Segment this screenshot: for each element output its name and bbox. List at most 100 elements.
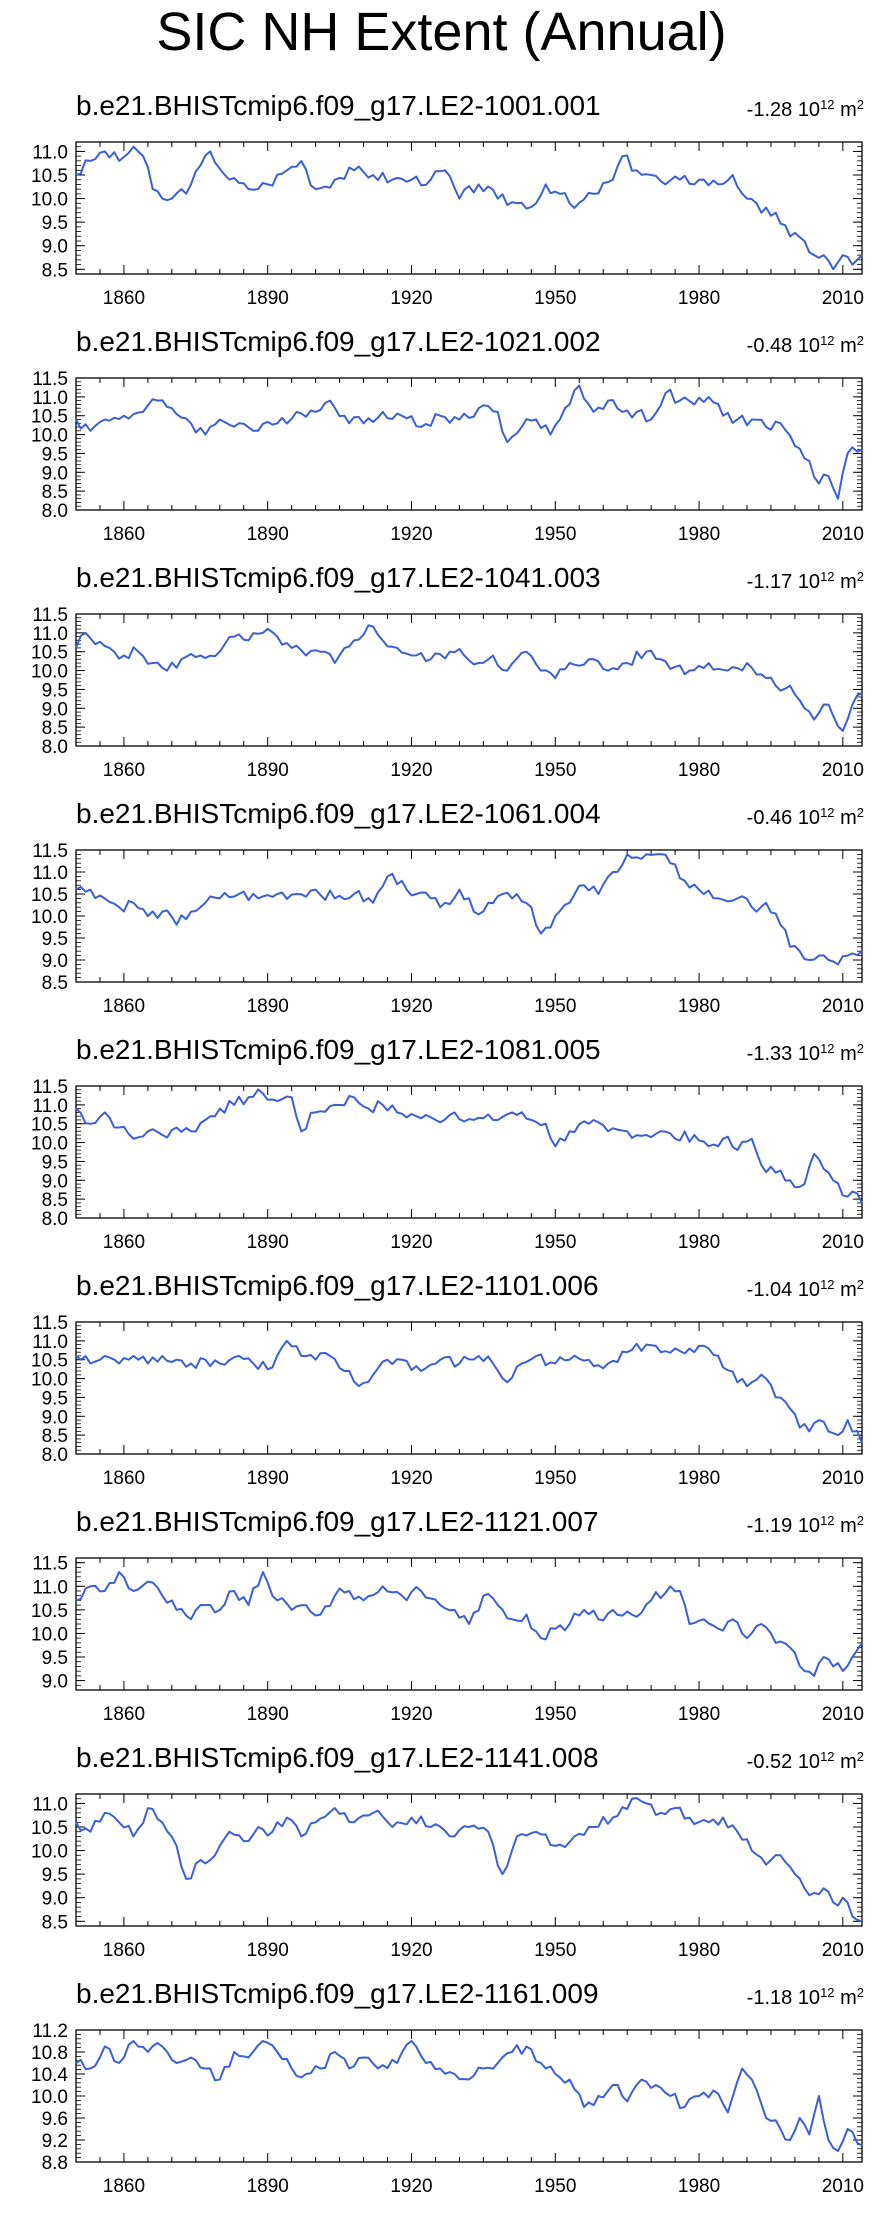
x-tick-label: 1890 (247, 288, 289, 309)
trend-unit: 10 (797, 1043, 821, 1065)
x-tick-label: 1920 (390, 1468, 432, 1489)
trend-exponent: 12 (820, 333, 835, 348)
y-tick-label: 8.8 (42, 2153, 68, 2174)
line-chart: 1860 1890 1920 1950 1980 20108.89.29.610.010.… (31, 2021, 864, 2197)
chart-panel: b.e21.BHISTcmip6.f09_g17.LE2-1061.004 -0.… (0, 798, 883, 1034)
trend-exponent: 12 (820, 569, 835, 584)
x-tick-label: 1860 (103, 288, 145, 309)
chart-panel: b.e21.BHISTcmip6.f09_g17.LE2-1121.007 -1.… (0, 1506, 883, 1742)
trend-exponent: 12 (820, 1985, 835, 2000)
line-chart: 1860 1890 1920 1950 1980 2010 9.0 9.5 10.010.5 11… (31, 1554, 864, 1725)
axis-ticks (75, 1322, 844, 1454)
chart-panel: b.e21.BHISTcmip6.f09_g17.LE2-1101.006 -1.… (0, 1270, 883, 1506)
plot-frame (75, 849, 863, 983)
panel-title: b.e21.BHISTcmip6.f09_g17.LE2-1121.007 (76, 1506, 599, 1537)
trend-exponent: 12 (820, 1041, 835, 1056)
x-tick-label: 1860 (103, 1940, 145, 1961)
axis-ticks (75, 614, 844, 746)
chart-panel: b.e21.BHISTcmip6.f09_g17.LE2-1001.001 -1.… (0, 90, 883, 326)
x-tick-label: 1950 (534, 524, 576, 545)
y-tick-label: 9.0 (42, 237, 68, 258)
trend-exponent: 12 (820, 1749, 835, 1764)
plot-frame (75, 1321, 863, 1455)
x-tick-label: 1890 (247, 760, 289, 781)
y-tick-label: 10.4 (31, 2065, 68, 2086)
trend-unit: 10 (797, 335, 821, 357)
y-tick-label: 8.0 (42, 1209, 68, 1230)
x-tick-label: 1860 (103, 1232, 145, 1253)
axis-ticks (75, 1794, 844, 1926)
y-tick-label: 11.5 (32, 1077, 68, 1098)
trend-unit-tail: m (840, 1987, 857, 2009)
y-tick-label: 11.0 (32, 624, 68, 645)
plot-frame (75, 377, 863, 511)
y-tick-label: 8.0 (42, 1445, 68, 1466)
axis-ticks (75, 850, 844, 982)
trend-value: -1.17 (746, 571, 793, 593)
x-tick-label: 1860 (103, 760, 145, 781)
line-chart: 1860 1890 1920 1950 1980 2010 8.08.59.09.510.0… (31, 369, 864, 545)
chart-panel: b.e21.BHISTcmip6.f09_g17.LE2-1081.005 -1.… (0, 1034, 883, 1270)
y-tick-label: 9.0 (42, 951, 68, 972)
x-tick-label: 1860 (103, 1468, 145, 1489)
x-tick-label: 1920 (390, 2176, 432, 2197)
trend-label: -0.46 1012 m2 (747, 806, 864, 830)
y-tick-label: 11.5 (32, 369, 68, 390)
trend-label: -0.52 1012 m2 (747, 1750, 864, 1774)
trend-unit: 10 (797, 1515, 821, 1537)
panel-title: b.e21.BHISTcmip6.f09_g17.LE2-1101.006 (76, 1270, 599, 1301)
trend-tail-exponent: 2 (856, 1513, 864, 1528)
trend-unit-tail: m (840, 1043, 857, 1065)
line-chart: 1860 1890 1920 1950 1980 2010 8.08.59.09.510.0… (31, 1313, 864, 1489)
y-tick-label: 11.0 (32, 863, 68, 884)
trend-unit: 10 (797, 1751, 821, 1773)
y-tick-label: 11.0 (32, 142, 68, 163)
x-tick-label: 1890 (247, 524, 289, 545)
x-tick-label: 1980 (678, 1232, 720, 1253)
panel-title: b.e21.BHISTcmip6.f09_g17.LE2-1141.008 (76, 1742, 599, 1773)
x-tick-label: 1980 (678, 1468, 720, 1489)
x-tick-label: 1920 (390, 996, 432, 1017)
y-tick-label: 10.5 (31, 643, 68, 664)
chart-panel: b.e21.BHISTcmip6.f09_g17.LE2-1141.008 -0.… (0, 1742, 883, 1978)
x-tick-label: 1980 (678, 1704, 720, 1725)
y-tick-label: 11.2 (32, 2021, 68, 2042)
y-tick-label: 10.5 (31, 1115, 68, 1136)
trend-unit: 10 (797, 1279, 821, 1301)
trend-unit-tail: m (840, 1515, 857, 1537)
axis-ticks (75, 142, 844, 274)
trend-value: -0.46 (746, 807, 793, 829)
series-line (75, 145, 863, 271)
y-tick-label: 9.5 (42, 929, 68, 950)
y-tick-label: 8.5 (42, 1912, 68, 1933)
y-tick-label: 10.0 (31, 662, 68, 683)
x-tick-label: 1860 (103, 1704, 145, 1725)
line-chart: 1860 1890 1920 1950 1980 2010 8.59.0 9.510.0 10.… (31, 141, 864, 309)
series-line (75, 1571, 863, 1677)
x-tick-label: 1860 (103, 524, 145, 545)
trend-unit: 10 (797, 571, 821, 593)
trend-unit: 10 (797, 99, 821, 121)
plot-frame (75, 613, 863, 747)
y-tick-label: 9.5 (42, 213, 68, 234)
x-tick-label: 2010 (822, 1468, 864, 1489)
x-tick-label: 1890 (247, 1232, 289, 1253)
y-tick-label: 11.5 (32, 841, 68, 862)
trend-tail-exponent: 2 (856, 1749, 864, 1764)
x-tick-label: 2010 (822, 2176, 864, 2197)
trend-label: -1.04 1012 m2 (747, 1278, 864, 1302)
y-tick-label: 10.0 (31, 190, 68, 211)
series-line (75, 2040, 863, 2152)
plot-frame (75, 1793, 863, 1927)
trend-unit: 10 (797, 1987, 821, 2009)
trend-label: -1.17 1012 m2 (747, 570, 864, 594)
trend-value: -1.33 (746, 1043, 793, 1065)
trend-exponent: 12 (820, 1277, 835, 1292)
x-tick-label: 1950 (534, 288, 576, 309)
panel-title: b.e21.BHISTcmip6.f09_g17.LE2-1001.001 (76, 90, 601, 121)
y-tick-label: 9.0 (42, 1171, 68, 1192)
y-tick-label: 8.5 (42, 482, 68, 503)
trend-tail-exponent: 2 (856, 333, 864, 348)
trend-label: -1.19 1012 m2 (747, 1514, 864, 1538)
x-tick-label: 1980 (678, 760, 720, 781)
